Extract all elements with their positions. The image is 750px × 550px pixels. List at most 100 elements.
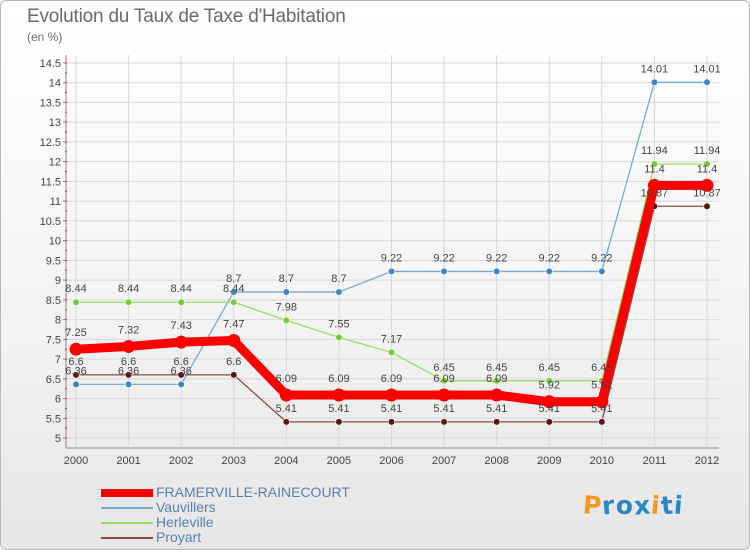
- data-point: [598, 267, 606, 276]
- y-tick-label: 5.5: [46, 413, 61, 425]
- data-label: 6.45: [486, 362, 507, 374]
- data-point: [387, 418, 396, 426]
- y-tick-label: 9.5: [46, 255, 61, 267]
- data-label: 6.6: [174, 356, 189, 368]
- data-label: 11.4: [697, 163, 718, 175]
- data-label: 11.94: [694, 145, 721, 157]
- y-tick-label: 8: [55, 315, 61, 327]
- chart-title: Evolution du Taux de Taxe d'Habitation: [27, 6, 346, 27]
- data-point: [230, 288, 238, 296]
- legend-label: Herleville: [156, 514, 214, 530]
- data-label: 7.17: [381, 333, 402, 345]
- data-point: [440, 267, 448, 276]
- data-point: [440, 377, 448, 385]
- x-tick-label: 2004: [274, 455, 298, 467]
- data-label: 14.01: [693, 63, 721, 75]
- data-label: 6.6: [226, 356, 241, 368]
- data-point: [72, 298, 80, 306]
- data-point: [124, 380, 133, 388]
- data-label: 8.7: [226, 273, 241, 285]
- x-tick-label: 2006: [379, 455, 403, 467]
- legend-label: Vauvillers: [156, 499, 216, 515]
- data-point: [490, 388, 504, 402]
- data-label: 6.36: [118, 365, 139, 377]
- y-tick-label: 6.5: [46, 374, 61, 386]
- data-point: [282, 288, 290, 296]
- data-point: [387, 267, 396, 276]
- data-label: 9.22: [591, 252, 612, 264]
- y-tick-label: 8.5: [46, 295, 61, 307]
- data-label: 10.87: [641, 187, 669, 199]
- data-point: [650, 78, 659, 86]
- series-framerville-rainecourt: [69, 178, 714, 409]
- data-point: [282, 418, 290, 426]
- y-tick-label: 12: [49, 157, 61, 169]
- y-tick-label: 11.5: [40, 176, 61, 188]
- data-label: 6.36: [170, 365, 191, 377]
- data-label: 9.22: [486, 252, 507, 264]
- data-label: 7.43: [170, 320, 191, 332]
- legend-label: FRAMERVILLE-RAINECOURT: [156, 484, 350, 500]
- data-point: [124, 371, 133, 379]
- y-tick-label: 13: [49, 117, 61, 129]
- data-label: 7.32: [118, 324, 139, 336]
- data-label: 7.25: [65, 327, 86, 339]
- data-point: [440, 418, 448, 426]
- data-point: [703, 78, 711, 86]
- data-label: 6.6: [68, 356, 83, 368]
- data-label: 6.09: [276, 373, 297, 385]
- data-point: [335, 333, 343, 341]
- data-label: 6.6: [121, 356, 136, 368]
- line-chart: 5 5.5 6 6.5 7 7.5 8 8.5 9 9.5 10 10.5 11 11.5 12 12.5 13…: [40, 55, 721, 467]
- data-label: 9.22: [433, 252, 454, 264]
- data-label: 8.44: [118, 283, 139, 295]
- y-tick-label: 10.5: [40, 216, 61, 228]
- data-point: [542, 395, 556, 409]
- legend-label: Proyart: [156, 529, 202, 545]
- data-label: 5.41: [539, 403, 560, 415]
- y-tick-label: 14: [49, 78, 61, 90]
- x-tick-label: 2008: [484, 455, 508, 467]
- data-point: [493, 377, 501, 385]
- data-point: [124, 298, 133, 306]
- data-point: [122, 339, 136, 353]
- data-point: [545, 418, 553, 426]
- x-tick-label: 2007: [432, 455, 456, 467]
- legend-item: Proyart: [101, 530, 350, 545]
- data-point: [174, 335, 188, 349]
- data-point: [230, 298, 238, 306]
- y-tick-label: 9: [55, 275, 61, 287]
- y-tick-label: 11: [50, 196, 61, 208]
- data-point: [595, 395, 609, 409]
- y-tick-label: 12.5: [40, 137, 61, 149]
- data-label: 7.55: [328, 318, 349, 330]
- data-point: [230, 371, 238, 379]
- legend-item: Herleville: [101, 515, 350, 530]
- data-point: [227, 334, 241, 348]
- legend-item: Vauvillers: [101, 500, 350, 515]
- data-point: [177, 298, 185, 306]
- legend-item: FRAMERVILLE-RAINECOURT: [101, 485, 350, 500]
- data-point: [647, 178, 661, 192]
- data-point: [335, 288, 343, 296]
- x-tick-label: 2010: [590, 455, 614, 467]
- data-label: 6.45: [433, 362, 454, 374]
- data-point: [493, 418, 501, 426]
- data-point: [177, 380, 185, 388]
- data-point: [385, 388, 398, 402]
- data-label: 5.41: [328, 403, 349, 415]
- legend-swatch: [101, 489, 153, 497]
- data-label: 9.22: [381, 252, 402, 264]
- data-label: 5.41: [486, 403, 507, 415]
- logo-letter: o: [614, 490, 636, 521]
- data-point: [650, 160, 659, 168]
- data-label: 5.41: [591, 403, 612, 415]
- x-tick-label: 2005: [327, 455, 351, 467]
- legend-swatch: [101, 522, 153, 524]
- y-tick-label: 10: [49, 236, 61, 248]
- x-tick-label: 2001: [116, 455, 140, 467]
- data-label: 5.92: [539, 380, 560, 392]
- x-tick-label: 2002: [169, 455, 193, 467]
- data-label: 8.7: [279, 273, 294, 285]
